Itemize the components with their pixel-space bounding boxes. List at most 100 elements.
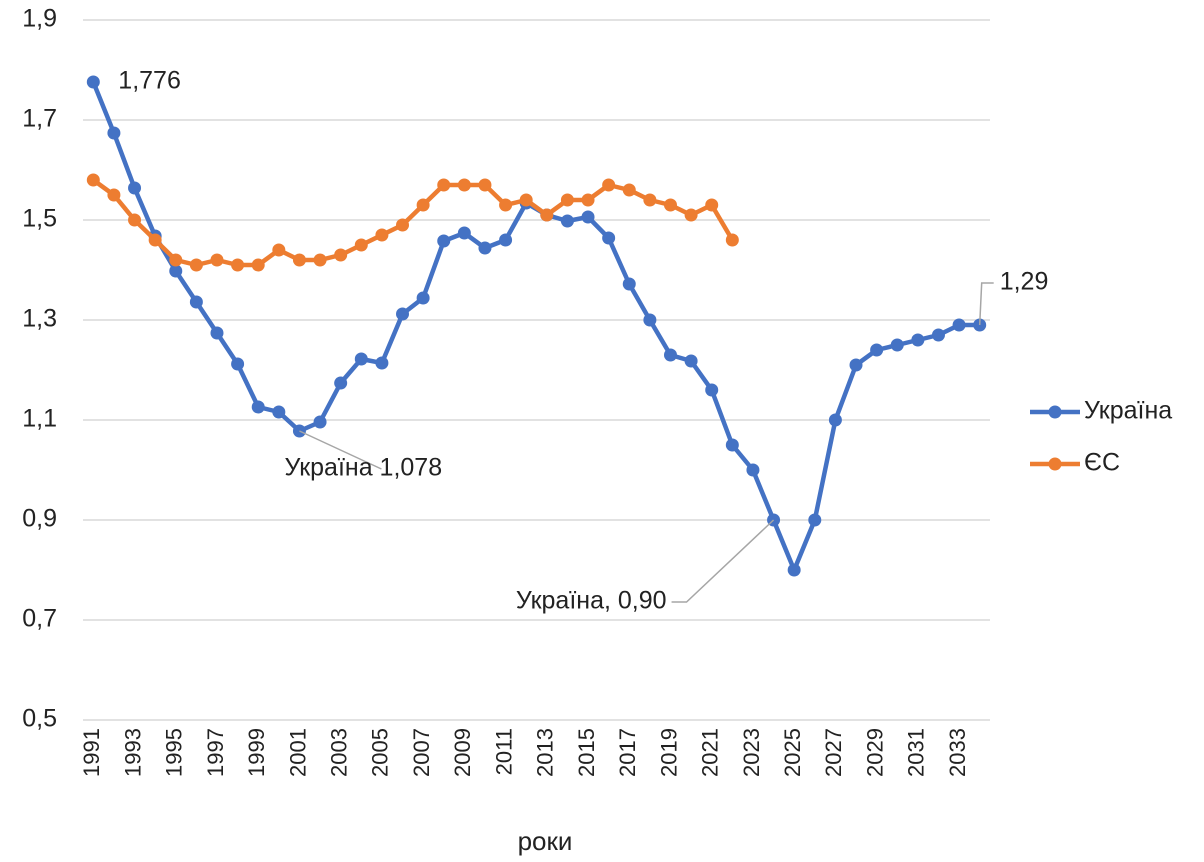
y-tick-label: 1,7 [22,105,57,133]
x-tick-label: 2001 [285,728,310,777]
data-point [169,253,183,267]
x-tick-label: 2005 [368,728,393,777]
data-label: Україна, 0,90 [516,587,667,615]
data-point [396,218,410,232]
data-point [725,233,739,247]
data-point [231,357,245,371]
x-axis-label: роки [518,826,573,856]
y-tick-label: 1,1 [22,405,57,433]
data-point [890,338,904,352]
data-point [416,198,430,212]
data-point [705,383,719,397]
data-point [622,183,636,197]
legend-marker [1048,405,1062,419]
data-point [911,333,925,347]
data-point [251,258,265,272]
data-point [457,226,471,240]
x-tick-label: 2025 [780,728,805,777]
x-tick-label: 2027 [821,728,846,777]
data-point [849,358,863,372]
data-point [602,231,616,245]
data-point [128,181,142,195]
x-tick-label: 1991 [79,728,104,777]
data-point [189,258,203,272]
data-point [210,326,224,340]
data-point [602,178,616,192]
data-point [86,173,100,187]
x-tick-label: 2017 [615,728,640,777]
data-point [457,178,471,192]
x-tick-label: 2007 [409,728,434,777]
data-point [622,277,636,291]
x-tick-label: 2021 [698,728,723,777]
data-point [870,343,884,357]
data-point [313,415,327,429]
data-point [540,208,554,222]
x-tick-label: 2015 [574,728,599,777]
x-tick-label: 2011 [491,728,516,775]
data-point [581,193,595,207]
legend-label: Україна [1084,397,1172,425]
data-point [107,126,121,140]
x-tick-label: 2023 [739,728,764,777]
leader-line [671,519,775,603]
series-line [91,81,980,573]
data-point [107,188,121,202]
data-point [251,400,265,414]
y-tick-label: 1,5 [22,205,57,233]
data-point [952,318,966,332]
data-point [354,238,368,252]
data-point [210,253,224,267]
data-point [169,264,183,278]
data-point [437,178,451,192]
legend-label: ЄС [1084,449,1120,477]
data-point [272,243,286,257]
data-point [478,241,492,255]
x-tick-label: 1999 [244,728,269,777]
x-tick-label: 2031 [904,728,929,777]
x-tick-label: 2033 [945,728,970,777]
y-tick-label: 1,3 [22,305,57,333]
data-point [499,233,513,247]
data-point [643,193,657,207]
data-point [189,295,203,309]
data-point [705,198,719,212]
data-point [334,376,348,390]
leader-line [299,430,382,470]
data-point [808,513,822,527]
data-point [828,413,842,427]
legend-marker [1048,457,1062,471]
data-point [375,228,389,242]
data-point [478,178,492,192]
data-point [581,210,595,224]
data-label: Україна 1,078 [284,454,442,482]
y-tick-label: 0,9 [22,505,57,533]
x-tick-label: 2029 [862,728,887,777]
data-point [128,213,142,227]
data-point [396,307,410,321]
data-label: 1,776 [118,67,181,95]
data-point [560,214,574,228]
data-point [931,328,945,342]
data-point [416,291,430,305]
data-point [725,438,739,452]
data-point [663,348,677,362]
data-point [354,352,368,366]
x-tick-label: 2009 [450,728,475,777]
x-tick-label: 2019 [656,728,681,777]
data-point [375,356,389,370]
data-point [684,354,698,368]
data-point [519,193,533,207]
series-line [91,178,735,268]
data-point [787,563,801,577]
data-label: 1,29 [1000,268,1049,296]
y-tick-label: 0,5 [22,705,57,733]
data-point [272,405,286,419]
x-tick-label: 1995 [162,728,187,777]
x-tick-label: 2003 [326,728,351,777]
data-point [499,198,513,212]
x-tick-label: 2013 [533,728,558,777]
data-point [334,248,348,262]
x-tick-label: 1993 [120,728,145,777]
